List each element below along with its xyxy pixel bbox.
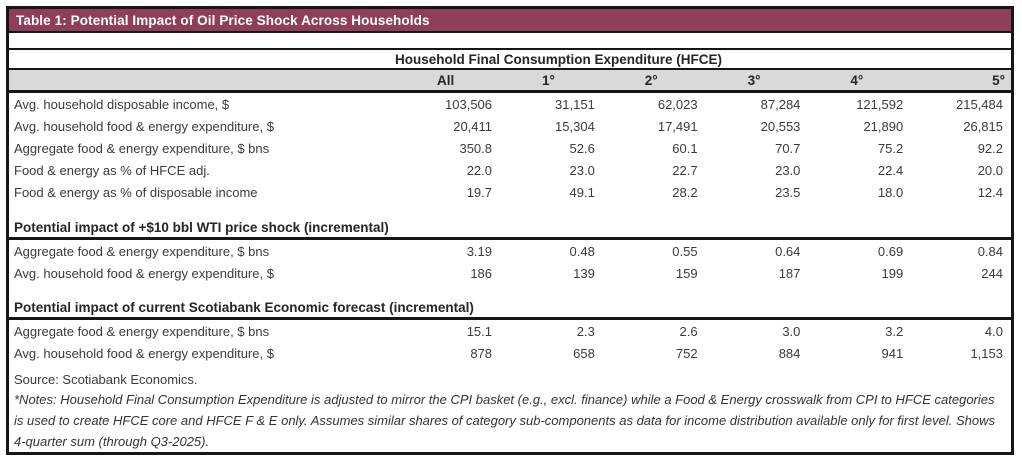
cell-q2: 2.6 [679, 323, 698, 339]
table-row: Avg. household food & energy expenditure… [9, 262, 1011, 284]
cell-q2: 62,023 [657, 96, 698, 112]
column-header-q2: 2° [644, 72, 658, 88]
cell-q1: 2.3 [576, 323, 595, 339]
cell-q2: 60.1 [672, 140, 698, 156]
cell-all: 103,506 [445, 96, 493, 112]
cell-q2: 159 [675, 265, 698, 281]
cell-q3: 23.0 [775, 162, 801, 178]
row-label: Food & energy as % of disposable income [14, 184, 258, 200]
cell-all: 20,411 [453, 118, 493, 134]
table-row: Avg. household disposable income, $ 103,… [9, 93, 1011, 115]
table-title: Table 1: Potential Impact of Oil Price S… [16, 12, 430, 28]
cell-q4: 0.69 [877, 243, 904, 259]
row-label: Aggregate food & energy expenditure, $ b… [14, 323, 270, 339]
table-row: Aggregate food & energy expenditure, $ b… [9, 137, 1011, 159]
cell-q4: 18.0 [877, 184, 904, 200]
table-row: Food & energy as % of disposable income … [9, 181, 1011, 203]
table-row: Avg. household food & energy expenditure… [9, 115, 1011, 137]
cell-q1: 0.48 [569, 243, 595, 259]
cell-all: 186 [470, 265, 493, 281]
cell-q5: 244 [981, 265, 1003, 281]
cell-q1: 31,151 [555, 96, 595, 112]
cell-q2: 28.2 [672, 184, 698, 200]
spacer-row [9, 33, 1011, 50]
cell-all: 15.1 [466, 323, 493, 339]
table-row: Avg. household food & energy expenditure… [9, 342, 1011, 364]
group-header-row: Household Final Consumption Expenditure … [9, 50, 1011, 70]
cell-all: 350.8 [459, 140, 493, 156]
column-header-q5: 5° [992, 72, 1006, 88]
cell-q4: 75.2 [877, 140, 904, 156]
cell-q3: 23.5 [775, 184, 801, 200]
cell-q5: 92.2 [977, 140, 1003, 156]
table-row: Aggregate food & energy expenditure, $ b… [9, 240, 1011, 262]
cell-q5: 4.0 [984, 323, 1003, 339]
cell-q5: 20.0 [977, 162, 1003, 178]
table-row: Aggregate food & energy expenditure, $ b… [9, 320, 1011, 342]
group-header: Household Final Consumption Expenditure … [395, 51, 722, 67]
row-label: Avg. household food & energy expenditure… [14, 118, 274, 134]
cell-q2: 0.55 [672, 243, 698, 259]
cell-q1: 52.6 [569, 140, 595, 156]
cell-q1: 23.0 [569, 162, 595, 178]
cell-q4: 941 [881, 345, 904, 361]
cell-all: 878 [470, 345, 493, 361]
cell-q3: 70.7 [775, 140, 801, 156]
cell-q3: 87,284 [760, 96, 801, 112]
table-container: Table 1: Potential Impact of Oil Price S… [6, 6, 1014, 455]
cell-q4: 199 [881, 265, 904, 281]
section-header-forecast: Potential impact of current Scotiabank E… [9, 297, 1011, 320]
cell-q3: 187 [778, 265, 801, 281]
cell-q1: 49.1 [569, 184, 595, 200]
cell-q2: 22.7 [672, 162, 698, 178]
cell-q4: 21,890 [863, 118, 904, 134]
table-title-bar: Table 1: Potential Impact of Oil Price S… [9, 9, 1011, 33]
cell-q3: 0.64 [775, 243, 801, 259]
cell-all: 3.19 [466, 243, 493, 259]
cell-all: 22.0 [466, 162, 493, 178]
source-line: Source: Scotiabank Economics. [14, 371, 198, 387]
cell-q2: 752 [675, 345, 698, 361]
column-header-q3: 3° [747, 72, 761, 88]
cell-q5: 1,153 [970, 345, 1003, 361]
column-header-q4: 4° [850, 72, 864, 88]
section-header-wti-shock: Potential impact of +$10 bbl WTI price s… [9, 217, 1011, 240]
row-label: Avg. household food & energy expenditure… [14, 345, 274, 361]
cell-q1: 139 [573, 265, 595, 281]
cell-q1: 15,304 [555, 118, 595, 134]
cell-q4: 22.4 [877, 162, 904, 178]
row-label: Food & energy as % of HFCE adj. [14, 162, 210, 178]
cell-q5: 12.4 [977, 184, 1003, 200]
cell-q2: 17,491 [657, 118, 698, 134]
table-row: Food & energy as % of HFCE adj. 22.0 23.… [9, 159, 1011, 181]
cell-q3: 884 [778, 345, 801, 361]
cell-q5: 26,815 [963, 118, 1003, 134]
cell-q4: 3.2 [885, 323, 904, 339]
cell-q4: 121,592 [856, 96, 904, 112]
cell-q1: 658 [573, 345, 595, 361]
column-header-row: All 1° 2° 3° 4° 5° [9, 70, 1011, 93]
cell-all: 19.7 [466, 184, 493, 200]
column-header-all: All [437, 72, 455, 88]
cell-q3: 3.0 [782, 323, 801, 339]
row-label: Aggregate food & energy expenditure, $ b… [14, 140, 270, 156]
cell-q5: 215,484 [956, 96, 1003, 112]
section-gap [9, 284, 1011, 297]
row-label: Avg. household disposable income, $ [14, 96, 230, 112]
cell-q5: 0.84 [977, 243, 1003, 259]
row-label: Aggregate food & energy expenditure, $ b… [14, 243, 270, 259]
column-header-q1: 1° [541, 72, 555, 88]
row-label: Avg. household food & energy expenditure… [14, 265, 274, 281]
section-gap [9, 203, 1011, 217]
cell-q3: 20,553 [760, 118, 801, 134]
notes-text: *Notes: Household Final Consumption Expe… [14, 392, 995, 449]
